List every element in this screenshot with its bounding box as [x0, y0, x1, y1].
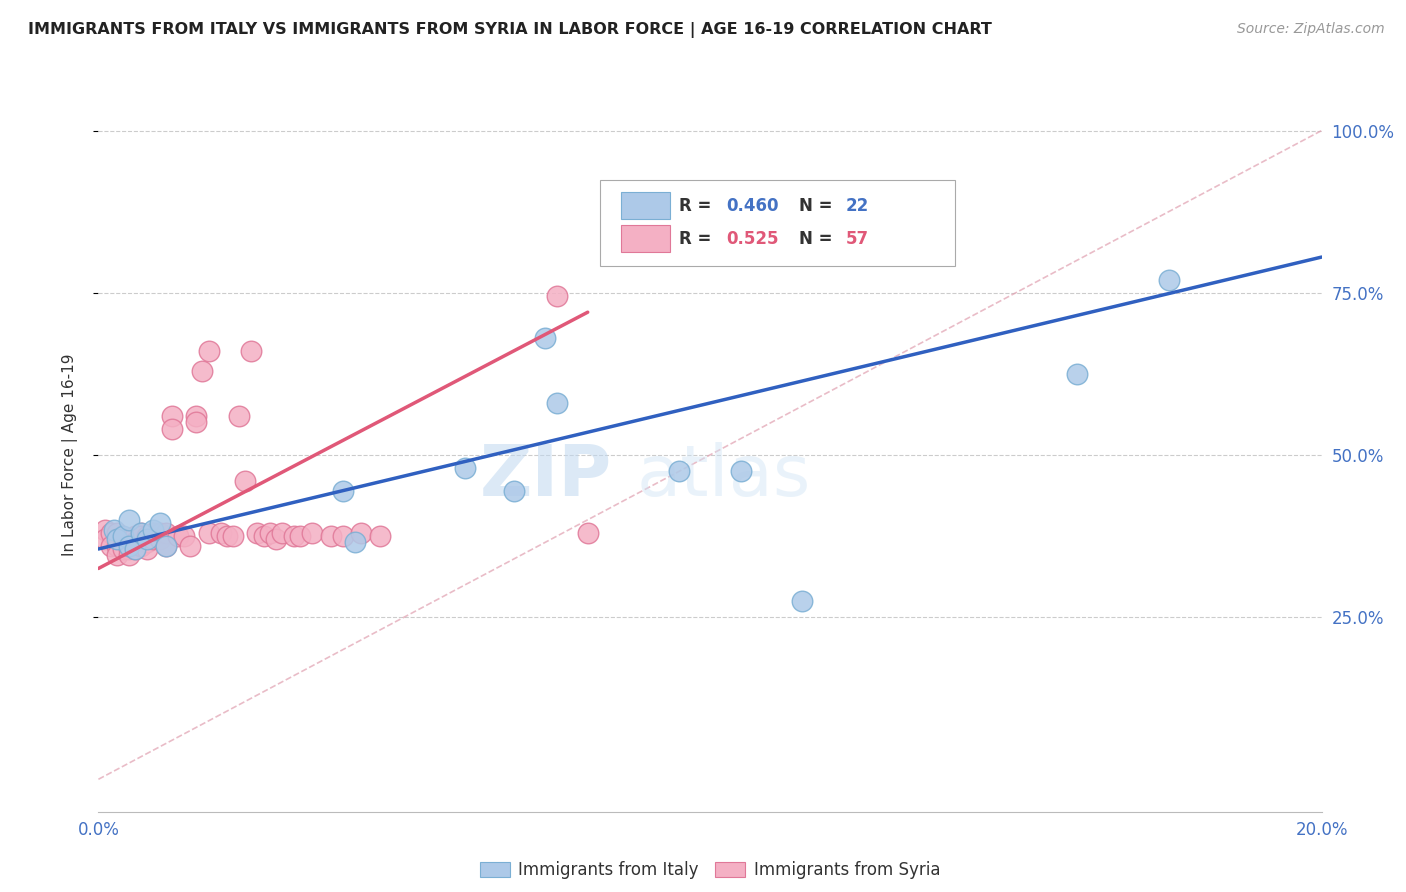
Text: Source: ZipAtlas.com: Source: ZipAtlas.com — [1237, 22, 1385, 37]
Point — [100, 539, 122, 553]
Point — [259, 525, 281, 540]
Point — [233, 474, 256, 488]
Point — [790, 594, 813, 608]
Point — [160, 422, 183, 436]
Point — [149, 525, 172, 540]
Text: 0.525: 0.525 — [725, 230, 779, 248]
Point — [301, 525, 323, 540]
FancyBboxPatch shape — [600, 180, 955, 266]
Point — [118, 513, 141, 527]
Point — [173, 529, 195, 543]
Point — [246, 525, 269, 540]
Point — [730, 464, 752, 478]
Point — [93, 523, 115, 537]
Point — [105, 549, 128, 563]
Point — [111, 541, 134, 556]
Point — [546, 396, 568, 410]
Point — [136, 529, 159, 543]
Point — [129, 525, 152, 540]
Point — [332, 529, 354, 543]
Point — [124, 541, 146, 556]
Point — [252, 529, 274, 543]
Text: 0.460: 0.460 — [725, 197, 779, 215]
Point — [118, 539, 141, 553]
Point — [155, 525, 177, 540]
Point — [93, 533, 115, 547]
Point — [129, 539, 152, 553]
Point — [332, 483, 354, 498]
Point — [222, 529, 245, 543]
Point — [100, 525, 122, 540]
Point — [350, 525, 373, 540]
Point — [546, 289, 568, 303]
Text: 22: 22 — [846, 197, 869, 215]
Point — [264, 533, 287, 547]
Point — [149, 533, 172, 547]
Point — [179, 539, 201, 553]
Text: 57: 57 — [846, 230, 869, 248]
Point — [319, 529, 342, 543]
Point — [118, 533, 141, 547]
Point — [142, 525, 165, 540]
Point — [129, 529, 152, 543]
Point — [215, 529, 238, 543]
Point — [186, 416, 208, 430]
Point — [103, 523, 125, 537]
Point — [129, 525, 152, 540]
Point — [534, 331, 557, 345]
Point — [136, 541, 159, 556]
Text: ZIP: ZIP — [479, 442, 612, 511]
Point — [503, 483, 526, 498]
Point — [118, 549, 141, 563]
Point — [118, 541, 141, 556]
Point — [155, 539, 177, 553]
Point — [186, 409, 208, 423]
Point — [124, 541, 146, 556]
Point — [283, 529, 305, 543]
Point — [344, 535, 367, 549]
Point — [1157, 273, 1180, 287]
Point — [197, 344, 219, 359]
Text: N =: N = — [800, 197, 838, 215]
Point — [167, 529, 190, 543]
Point — [368, 529, 391, 543]
Legend: Immigrants from Italy, Immigrants from Syria: Immigrants from Italy, Immigrants from S… — [474, 855, 946, 886]
Point — [240, 344, 263, 359]
Point — [191, 363, 214, 377]
Bar — [620, 193, 669, 219]
Text: N =: N = — [800, 230, 838, 248]
Point — [668, 464, 690, 478]
Point — [105, 539, 128, 553]
Point — [228, 409, 250, 423]
Point — [454, 461, 477, 475]
Point — [111, 529, 134, 543]
Y-axis label: In Labor Force | Age 16-19: In Labor Force | Age 16-19 — [62, 353, 77, 557]
Point — [209, 525, 232, 540]
Point — [136, 533, 159, 547]
Point — [1066, 367, 1088, 381]
Point — [105, 533, 128, 547]
Bar — [620, 225, 669, 252]
Text: R =: R = — [679, 230, 717, 248]
Point — [160, 409, 183, 423]
Point — [142, 523, 165, 537]
Point — [155, 539, 177, 553]
Point — [197, 525, 219, 540]
Point — [111, 533, 134, 547]
Point — [136, 535, 159, 549]
Text: R =: R = — [679, 197, 717, 215]
Point — [149, 516, 172, 530]
Point — [290, 529, 312, 543]
Point — [142, 533, 165, 547]
Point — [270, 525, 292, 540]
Point — [576, 525, 599, 540]
Point — [105, 525, 128, 540]
Point — [124, 535, 146, 549]
Text: atlas: atlas — [637, 442, 811, 511]
Text: IMMIGRANTS FROM ITALY VS IMMIGRANTS FROM SYRIA IN LABOR FORCE | AGE 16-19 CORREL: IMMIGRANTS FROM ITALY VS IMMIGRANTS FROM… — [28, 22, 993, 38]
Point — [124, 529, 146, 543]
